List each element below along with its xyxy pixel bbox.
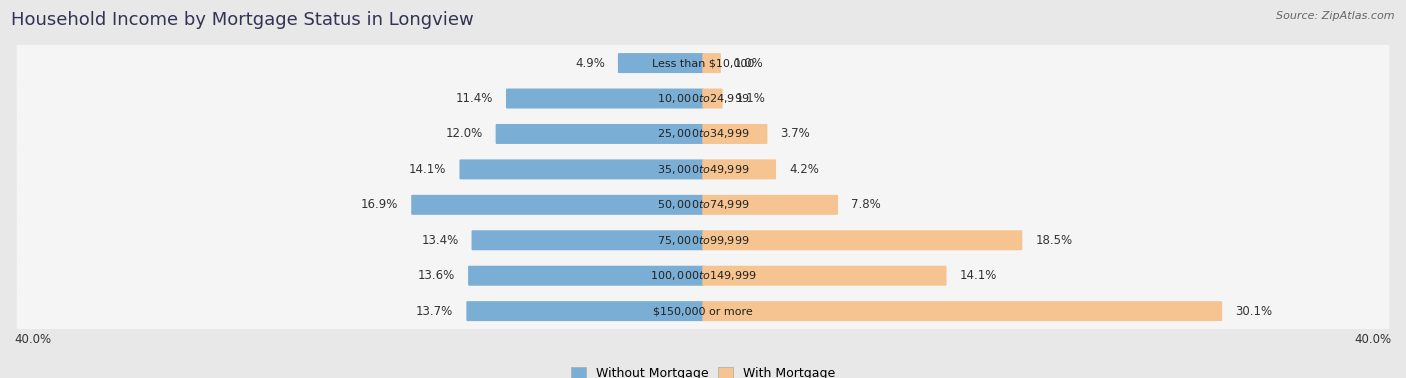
Text: 4.2%: 4.2% bbox=[789, 163, 818, 176]
Text: $25,000 to $34,999: $25,000 to $34,999 bbox=[657, 127, 749, 141]
Text: 1.0%: 1.0% bbox=[734, 57, 763, 70]
Text: 13.4%: 13.4% bbox=[422, 234, 458, 247]
FancyBboxPatch shape bbox=[617, 53, 703, 73]
FancyBboxPatch shape bbox=[17, 43, 1389, 84]
FancyBboxPatch shape bbox=[17, 113, 1389, 155]
FancyBboxPatch shape bbox=[467, 301, 703, 321]
FancyBboxPatch shape bbox=[17, 78, 1389, 119]
Text: 13.7%: 13.7% bbox=[416, 305, 453, 318]
FancyBboxPatch shape bbox=[703, 53, 721, 73]
Text: 40.0%: 40.0% bbox=[14, 333, 51, 346]
FancyBboxPatch shape bbox=[703, 230, 1022, 250]
Text: 18.5%: 18.5% bbox=[1035, 234, 1073, 247]
FancyBboxPatch shape bbox=[460, 160, 703, 180]
Text: 4.9%: 4.9% bbox=[575, 57, 605, 70]
FancyBboxPatch shape bbox=[703, 88, 723, 108]
Text: $75,000 to $99,999: $75,000 to $99,999 bbox=[657, 234, 749, 247]
Text: 3.7%: 3.7% bbox=[780, 127, 810, 141]
FancyBboxPatch shape bbox=[411, 195, 703, 215]
Text: $50,000 to $74,999: $50,000 to $74,999 bbox=[657, 198, 749, 211]
FancyBboxPatch shape bbox=[17, 220, 1389, 261]
FancyBboxPatch shape bbox=[17, 149, 1389, 190]
FancyBboxPatch shape bbox=[468, 266, 703, 286]
Text: 16.9%: 16.9% bbox=[361, 198, 398, 211]
Text: $100,000 to $149,999: $100,000 to $149,999 bbox=[650, 269, 756, 282]
Text: 11.4%: 11.4% bbox=[456, 92, 494, 105]
Text: 7.8%: 7.8% bbox=[851, 198, 882, 211]
Text: 30.1%: 30.1% bbox=[1236, 305, 1272, 318]
Text: Less than $10,000: Less than $10,000 bbox=[652, 58, 754, 68]
Text: Household Income by Mortgage Status in Longview: Household Income by Mortgage Status in L… bbox=[11, 11, 474, 29]
Text: 14.1%: 14.1% bbox=[960, 269, 997, 282]
FancyBboxPatch shape bbox=[703, 160, 776, 180]
FancyBboxPatch shape bbox=[703, 301, 1222, 321]
Legend: Without Mortgage, With Mortgage: Without Mortgage, With Mortgage bbox=[565, 362, 841, 378]
FancyBboxPatch shape bbox=[17, 291, 1389, 332]
FancyBboxPatch shape bbox=[703, 195, 838, 215]
Text: 14.1%: 14.1% bbox=[409, 163, 446, 176]
FancyBboxPatch shape bbox=[496, 124, 703, 144]
Text: 1.1%: 1.1% bbox=[735, 92, 766, 105]
FancyBboxPatch shape bbox=[703, 266, 946, 286]
Text: $35,000 to $49,999: $35,000 to $49,999 bbox=[657, 163, 749, 176]
Text: 12.0%: 12.0% bbox=[446, 127, 482, 141]
Text: Source: ZipAtlas.com: Source: ZipAtlas.com bbox=[1277, 11, 1395, 21]
Text: $10,000 to $24,999: $10,000 to $24,999 bbox=[657, 92, 749, 105]
Text: $150,000 or more: $150,000 or more bbox=[654, 306, 752, 316]
FancyBboxPatch shape bbox=[17, 255, 1389, 296]
FancyBboxPatch shape bbox=[506, 88, 703, 108]
FancyBboxPatch shape bbox=[471, 230, 703, 250]
FancyBboxPatch shape bbox=[703, 124, 768, 144]
FancyBboxPatch shape bbox=[17, 184, 1389, 225]
Text: 40.0%: 40.0% bbox=[1355, 333, 1392, 346]
Text: 13.6%: 13.6% bbox=[418, 269, 456, 282]
